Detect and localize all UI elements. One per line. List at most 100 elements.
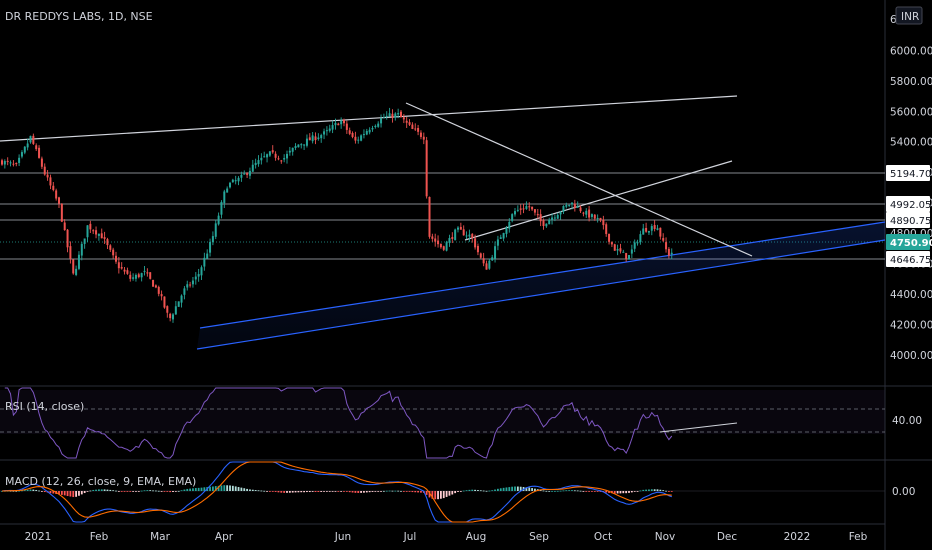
candle-body[interactable] bbox=[206, 253, 209, 259]
candle-body[interactable] bbox=[95, 230, 98, 235]
long-resistance-line[interactable] bbox=[0, 95, 738, 142]
candle-body[interactable] bbox=[616, 249, 619, 251]
candle-body[interactable] bbox=[86, 225, 89, 238]
candle-body[interactable] bbox=[257, 160, 260, 165]
candle-body[interactable] bbox=[83, 238, 86, 244]
candle-body[interactable] bbox=[382, 117, 385, 119]
candle-body[interactable] bbox=[29, 135, 32, 143]
macd-histogram[interactable] bbox=[1, 485, 673, 500]
candle-body[interactable] bbox=[667, 248, 670, 256]
candle-body[interactable] bbox=[172, 314, 174, 320]
candle-body[interactable] bbox=[402, 117, 405, 120]
candle-body[interactable] bbox=[9, 162, 12, 164]
candle-body[interactable] bbox=[633, 242, 636, 249]
candle-body[interactable] bbox=[622, 251, 625, 253]
candle-body[interactable] bbox=[26, 143, 29, 148]
channel-upper-line[interactable] bbox=[199, 221, 886, 329]
candle-body[interactable] bbox=[360, 135, 363, 141]
time-axis[interactable]: 2021 Feb Mar Apr Jun Jul Aug Sep Oct Nov Dec 2022 Fe… bbox=[25, 531, 868, 543]
candle-body[interactable] bbox=[214, 223, 217, 237]
candle-body[interactable] bbox=[177, 301, 180, 307]
candle-body[interactable] bbox=[431, 236, 434, 239]
candle-body[interactable] bbox=[63, 222, 66, 231]
candle-body[interactable] bbox=[548, 219, 551, 225]
candle-body[interactable] bbox=[516, 209, 519, 211]
candle-body[interactable] bbox=[1, 160, 3, 165]
candle-body[interactable] bbox=[576, 206, 579, 208]
candle-body[interactable] bbox=[542, 220, 545, 227]
candle-body[interactable] bbox=[174, 306, 177, 315]
candle-body[interactable] bbox=[229, 182, 231, 188]
candle-body[interactable] bbox=[132, 277, 135, 279]
candle-body[interactable] bbox=[280, 160, 283, 162]
candle-body[interactable] bbox=[354, 136, 357, 141]
candle-body[interactable] bbox=[337, 123, 340, 126]
candle-body[interactable] bbox=[508, 221, 511, 229]
ascending-channel[interactable] bbox=[196, 221, 886, 350]
candle-body[interactable] bbox=[428, 196, 431, 237]
candle-body[interactable] bbox=[237, 177, 240, 182]
candle-body[interactable] bbox=[488, 260, 491, 269]
candle-body[interactable] bbox=[46, 174, 49, 178]
candle-body[interactable] bbox=[528, 206, 531, 208]
candle-body[interactable] bbox=[368, 129, 371, 133]
candle-body[interactable] bbox=[263, 156, 266, 158]
candle-body[interactable] bbox=[442, 246, 445, 250]
candle-body[interactable] bbox=[248, 170, 251, 176]
candle-body[interactable] bbox=[15, 163, 18, 165]
candle-body[interactable] bbox=[143, 270, 146, 272]
candle-body[interactable] bbox=[468, 234, 471, 237]
candle-body[interactable] bbox=[474, 238, 477, 248]
candle-body[interactable] bbox=[519, 208, 522, 210]
candle-body[interactable] bbox=[345, 123, 348, 130]
candle-body[interactable] bbox=[545, 223, 548, 227]
candle-body[interactable] bbox=[109, 245, 112, 250]
candle-body[interactable] bbox=[357, 139, 360, 141]
candle-body[interactable] bbox=[300, 144, 303, 146]
candle-body[interactable] bbox=[414, 128, 417, 130]
candle-body[interactable] bbox=[243, 173, 246, 175]
candle-body[interactable] bbox=[112, 249, 115, 256]
candle-body[interactable] bbox=[226, 188, 229, 193]
candle-body[interactable] bbox=[191, 280, 194, 285]
candle-body[interactable] bbox=[305, 138, 308, 146]
candle-body[interactable] bbox=[106, 239, 109, 246]
candle-body[interactable] bbox=[157, 286, 160, 294]
candle-body[interactable] bbox=[183, 288, 186, 295]
candle-body[interactable] bbox=[445, 242, 448, 251]
candle-body[interactable] bbox=[630, 249, 633, 254]
candle-body[interactable] bbox=[457, 227, 459, 230]
candle-body[interactable] bbox=[100, 233, 103, 239]
candle-body[interactable] bbox=[482, 258, 485, 264]
candle-body[interactable] bbox=[377, 123, 380, 127]
candle-body[interactable] bbox=[197, 274, 200, 277]
candle-body[interactable] bbox=[271, 150, 274, 153]
candle-body[interactable] bbox=[18, 157, 21, 163]
macd-pane[interactable]: MACD (12, 26, close, 9, EMA, EMA) 0.00 bbox=[0, 461, 915, 523]
candle-body[interactable] bbox=[417, 128, 420, 132]
candle-body[interactable] bbox=[494, 246, 497, 259]
candle-body[interactable] bbox=[234, 180, 237, 182]
candle-body[interactable] bbox=[451, 237, 454, 239]
candle-body[interactable] bbox=[662, 238, 665, 241]
candle-body[interactable] bbox=[573, 203, 576, 208]
candle-body[interactable] bbox=[553, 217, 556, 219]
candle-body[interactable] bbox=[92, 230, 95, 232]
candle-body[interactable] bbox=[200, 267, 203, 276]
candle-body[interactable] bbox=[596, 218, 599, 220]
candle-body[interactable] bbox=[169, 313, 172, 319]
candle-body[interactable] bbox=[568, 204, 571, 206]
candle-body[interactable] bbox=[140, 273, 143, 278]
candle-body[interactable] bbox=[405, 120, 408, 123]
candle-body[interactable] bbox=[103, 237, 106, 239]
candle-body[interactable] bbox=[670, 252, 673, 255]
candle-body[interactable] bbox=[351, 133, 354, 137]
candle-body[interactable] bbox=[394, 113, 397, 118]
candle-body[interactable] bbox=[189, 284, 192, 286]
candle-body[interactable] bbox=[593, 214, 596, 219]
candle-body[interactable] bbox=[49, 177, 52, 186]
currency-badge-box[interactable] bbox=[895, 6, 923, 25]
candle-body[interactable] bbox=[163, 296, 166, 308]
currency-badge[interactable]: INR bbox=[895, 6, 923, 25]
